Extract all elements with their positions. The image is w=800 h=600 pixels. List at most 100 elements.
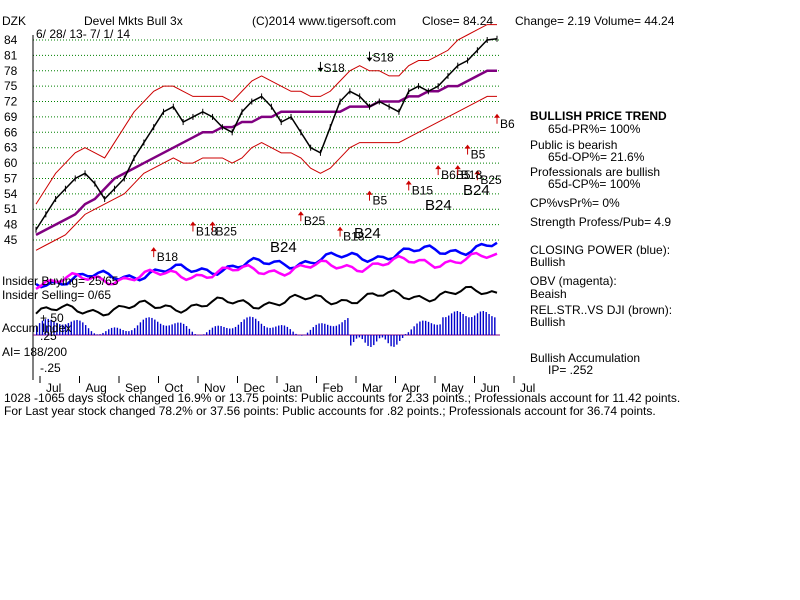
accum-bar (266, 327, 268, 335)
signal-arrowhead (297, 211, 304, 216)
accum-bar (422, 320, 424, 335)
signal-arrowhead (209, 221, 216, 226)
accum-bar (324, 323, 326, 335)
price-tick-label: 81 (4, 48, 18, 62)
accum-bar (93, 333, 96, 335)
accum-bar (237, 324, 240, 335)
accum-bar (90, 331, 93, 335)
accum-bar (387, 335, 389, 344)
accum-bar (442, 317, 444, 335)
closing-power-state: Bullish (530, 255, 565, 269)
accum-bar (171, 324, 173, 335)
price-tick-label: 78 (4, 64, 18, 78)
signal-label: B25 (480, 173, 502, 187)
indicator-label-b24-2: B24 (425, 197, 452, 214)
accum-bar (87, 328, 90, 335)
ticker: DZK (2, 14, 26, 28)
accum-bar (188, 328, 191, 335)
pr-value: 65d-PR%= 100% (548, 122, 641, 136)
accum-bar (471, 317, 473, 335)
accum-bar (243, 319, 245, 335)
accum-bar (56, 322, 58, 335)
accum-bar (61, 324, 64, 335)
month-label: Jun (481, 381, 500, 395)
accum-bar (361, 335, 363, 340)
accum-bar (378, 335, 381, 339)
accum-bar (416, 323, 418, 335)
accum-bar (136, 325, 139, 335)
accum-bar (482, 311, 484, 335)
accum-bar (182, 323, 185, 335)
strength: Strength Profess/Pub= 4.9 (530, 215, 671, 229)
accum-bar (338, 324, 340, 335)
signal-label: B6 (500, 117, 515, 131)
accum-bar (283, 325, 286, 335)
signal-arrowhead (337, 226, 344, 231)
gridlines (32, 35, 500, 380)
accum-bar (436, 324, 438, 335)
accum-bar (445, 317, 447, 335)
signal-label: B18 (196, 224, 218, 238)
accum-bar (47, 318, 49, 335)
accum-bar (364, 335, 366, 343)
accum-bar (399, 335, 401, 341)
accum-bar (96, 334, 98, 335)
accum-bar (413, 326, 415, 335)
accum-bar (226, 327, 228, 335)
signal-arrowhead (454, 165, 461, 170)
accum-bar (292, 331, 294, 335)
accum-bar (191, 331, 193, 335)
month-axis: Jul Aug Sep Oct Nov Dec Jan Feb Mar Apr May Jun Jul (39, 376, 535, 395)
accum-bar (318, 323, 320, 335)
accum-bar (427, 321, 430, 335)
accum-bar (473, 315, 476, 335)
accum-bar (229, 328, 231, 335)
accum-bar (203, 334, 205, 335)
trend-title: BULLISH PRICE TREND (530, 109, 667, 123)
signal-label: B18 (343, 230, 365, 244)
upper-band-line (35, 24, 497, 205)
accum-bar (263, 326, 266, 335)
price-tick-label: 75 (4, 79, 18, 93)
copyright: (C)2014 www.tigersoft.com (252, 14, 396, 28)
insider-selling: Insider Selling= 0/65 (2, 288, 111, 302)
accum-bar (208, 329, 211, 335)
accum-bar (105, 331, 107, 335)
accum-bar (278, 325, 280, 335)
accum-bar (424, 320, 427, 335)
accum-bar (84, 325, 87, 335)
month-label: Apr (402, 381, 421, 395)
accum-bar (485, 312, 487, 335)
closing-power-line (35, 241, 498, 289)
accum-bar (125, 330, 127, 335)
accum-bar (82, 322, 84, 335)
accum-bar (352, 335, 355, 343)
accum-bar (329, 325, 332, 335)
accum-bar (249, 316, 251, 335)
accum-bar (347, 318, 349, 335)
accum-bar (194, 334, 196, 335)
footer-line-2: For Last year stock changed 78.2% or 37.… (4, 404, 656, 418)
accum-bar (36, 326, 38, 335)
accum-bar (122, 330, 124, 335)
accum-bar (168, 325, 170, 335)
accum-bar (410, 329, 412, 335)
accum-bar (401, 335, 404, 338)
accum-bar (370, 335, 372, 347)
accum-bar (272, 327, 274, 335)
accum-bar (128, 331, 130, 335)
footer-line-1: 1028 -1065 days stock changed 16.9% or 1… (4, 391, 680, 405)
lower-band-line (35, 95, 497, 251)
accum-bar (295, 333, 297, 335)
accum-bar (73, 320, 75, 335)
accum-bar (321, 323, 323, 335)
signal-arrowhead (366, 190, 373, 195)
accum-bar (396, 335, 398, 345)
signal-arrowhead (494, 113, 500, 118)
signal-label: B25 (304, 214, 326, 228)
accum-bar (116, 327, 119, 335)
closing-power-label: CLOSING POWER (blue): (530, 243, 670, 257)
accum-bar (491, 316, 493, 335)
price-tick-label: 63 (4, 141, 18, 155)
